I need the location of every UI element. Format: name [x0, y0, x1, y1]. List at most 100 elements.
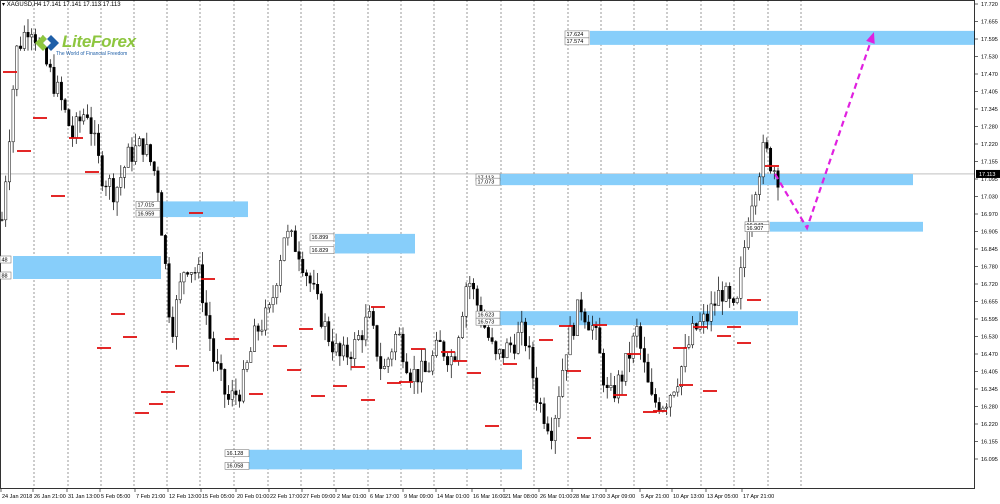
candle-body [253, 325, 256, 352]
price-axis-label: 16.780 [981, 265, 998, 271]
candle-body [223, 369, 227, 395]
candle-body [364, 316, 368, 341]
candle-body [449, 356, 453, 366]
candle-body [438, 339, 442, 343]
symbol-info: XAGUSD,H4 17.141 17.141 17.113 17.113 [6, 2, 121, 8]
price-axis-label: 17.470 [981, 72, 998, 78]
zone-label: 17.624 [567, 32, 584, 38]
candle-body [620, 374, 624, 382]
candle-body [249, 351, 253, 363]
candle-body [193, 272, 197, 274]
zone-label: 17.015 [138, 203, 155, 209]
level-marks [3, 71, 779, 439]
price-axis-label: 16.720 [981, 282, 998, 288]
zone-current[interactable] [500, 173, 913, 186]
candle-body [765, 142, 769, 149]
candle-body [100, 155, 104, 187]
zone-label: 16.623 [478, 312, 495, 318]
price-axis-label: 16.905 [981, 230, 998, 236]
candle-body [431, 355, 435, 372]
candle-body [535, 377, 539, 403]
zone-top[interactable] [590, 30, 975, 45]
candle-body [123, 167, 126, 178]
liteforex-logo: LiteForex The World of Financial Freedom [32, 24, 162, 64]
candle-body [691, 323, 695, 346]
time-axis-label: 5 Feb 05:00 [101, 494, 130, 500]
time-axis-label: 26 Jan 21:00 [34, 494, 66, 500]
candle-body [739, 267, 743, 299]
forecast-arrowhead-icon [866, 31, 875, 44]
zone-label-box [475, 177, 501, 186]
candle-body [394, 334, 398, 353]
zone-label: 16.959 [138, 211, 155, 217]
candle-body [111, 178, 115, 203]
candle-body [668, 395, 672, 408]
zone-left-mid[interactable] [13, 256, 161, 279]
price-axis-label: 16.595 [981, 317, 998, 323]
candle-body [427, 370, 431, 373]
candle-body [264, 307, 268, 331]
price-axis-label: 16.405 [981, 370, 998, 376]
time-axis-label: 6 Mar 17:00 [370, 494, 399, 500]
candle-body [446, 356, 450, 366]
candle-body [238, 394, 242, 402]
zone-apr-target[interactable] [770, 221, 923, 232]
candle-body [82, 114, 86, 122]
candle-body [457, 337, 461, 362]
candle-body [472, 282, 475, 290]
candle-body [546, 423, 550, 432]
liteforex-mark-icon [35, 35, 59, 51]
price-axis-label: 16.845 [981, 247, 998, 253]
zone-label: 16.573 [478, 319, 495, 325]
time-axis-label: 14 Mar 01:00 [437, 494, 469, 500]
candle-body [52, 67, 56, 94]
zone-mar-low[interactable] [500, 311, 798, 326]
candle-body [353, 339, 357, 360]
candle-body [163, 235, 167, 264]
time-axis-label: 26 Mar 01:00 [540, 494, 572, 500]
candle-body [7, 141, 11, 183]
zone-bottom[interactable] [249, 449, 522, 470]
zone-feb-mid[interactable] [160, 201, 248, 218]
candle-body [312, 282, 316, 285]
supply-demand-zones[interactable] [13, 30, 975, 470]
candle-body [720, 290, 724, 302]
candle-body [145, 144, 149, 155]
candle-body [442, 341, 446, 357]
candle-body [97, 132, 100, 156]
candle-body [397, 333, 401, 336]
price-axis-label: 17.345 [981, 107, 998, 113]
candle-body [512, 344, 516, 354]
candle-body [676, 386, 680, 393]
candle-body [256, 325, 260, 332]
candle-body [542, 403, 546, 424]
candle-body [338, 343, 342, 357]
candle-body [330, 341, 334, 353]
candle-body [308, 275, 312, 284]
candle-body [468, 282, 472, 287]
candle-body [126, 146, 130, 168]
candle-body [420, 360, 424, 383]
logo-brand: LiteForex [62, 32, 136, 51]
candle-body [15, 45, 19, 90]
candle-body [279, 260, 282, 286]
candle-body [63, 99, 67, 110]
candle-body [501, 349, 505, 358]
candle-body [160, 192, 164, 236]
candle-body [665, 406, 669, 409]
candle-body [613, 385, 617, 399]
candle-body [241, 369, 245, 402]
candle-body [564, 354, 568, 371]
zone-mar-mid[interactable] [335, 233, 415, 254]
candle-body [85, 114, 89, 118]
candle-body [631, 335, 635, 359]
forecast-arrow [774, 31, 875, 231]
candle-body [48, 63, 52, 68]
candle-body [349, 356, 353, 360]
zone-label-box [475, 317, 501, 326]
candle-body [702, 313, 706, 322]
candle-body [531, 346, 535, 379]
